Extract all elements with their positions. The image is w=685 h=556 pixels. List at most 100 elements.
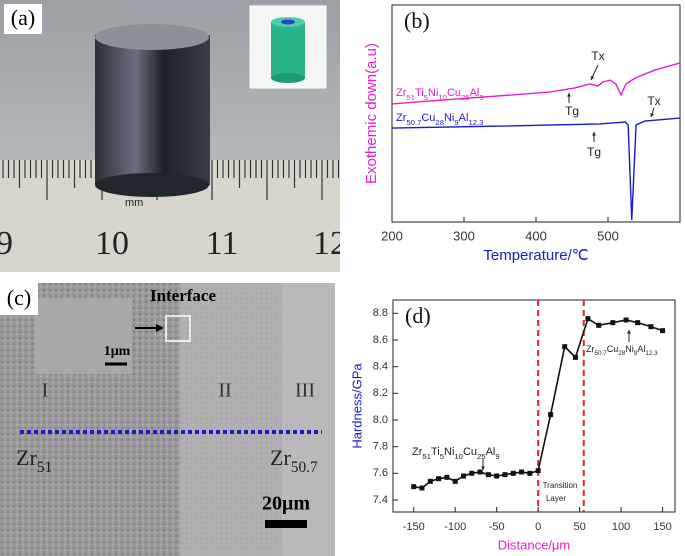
y-tick-label: 7.8 <box>373 441 388 453</box>
subscript: 28 <box>435 118 444 127</box>
y-axis-label: Hardness/GPa <box>349 363 364 449</box>
x-tick-label: 400 <box>525 228 547 243</box>
subscript: 5 <box>440 452 444 461</box>
sem-region-iii <box>282 283 335 556</box>
y-tick-label: 8.8 <box>373 307 388 319</box>
text-part: Cu <box>463 446 477 458</box>
y-tick-label: 8.2 <box>373 387 388 399</box>
photo-panel: (a) 9 mm 10 11 12 <box>0 0 347 272</box>
interface-title: Interface <box>150 286 217 305</box>
point-marker <box>469 470 475 476</box>
subscript: 5 <box>424 93 428 102</box>
arrowhead <box>481 466 485 470</box>
point-marker <box>427 478 433 484</box>
text-part: Zr <box>396 87 407 99</box>
point-marker <box>452 478 458 484</box>
text-part: Ni <box>444 446 454 458</box>
annotation: Tg <box>587 145 601 159</box>
region-label: III <box>295 380 315 402</box>
text-part: Ti <box>431 446 440 458</box>
subscript: 50.7 <box>291 459 318 476</box>
subscript: 12.3 <box>468 118 483 127</box>
subscript: 50.7 <box>406 118 421 127</box>
point-marker <box>461 473 466 479</box>
scale-label: 20μm <box>262 493 310 515</box>
point-marker <box>444 474 450 480</box>
x-tick-label: 300 <box>453 228 475 243</box>
text-part: Cu <box>607 344 619 354</box>
scale-bar <box>265 520 307 528</box>
point-marker <box>660 328 666 334</box>
text-part: Zr <box>412 446 423 458</box>
text-part: Al <box>459 112 469 124</box>
arrowhead <box>567 93 571 97</box>
x-axis-label: Temperature/℃ <box>483 247 588 264</box>
ruler-label: 12 <box>313 225 347 262</box>
inset-cylinder <box>271 22 305 78</box>
ruler-label: 11 <box>206 225 239 262</box>
y-tick-label: 8.0 <box>373 414 388 426</box>
series-line <box>391 62 681 105</box>
label-box <box>4 4 42 34</box>
region-label: II <box>218 380 231 402</box>
text-part: Zr <box>270 445 291 470</box>
text-part: Al <box>470 87 480 99</box>
series-label: Zr50.7Cu28Ni9Al12.3 <box>396 112 483 127</box>
subscript: 10 <box>454 452 463 461</box>
annotation: Tg <box>565 104 579 118</box>
point-marker <box>510 470 516 476</box>
point-marker <box>419 485 425 491</box>
region-label: I <box>42 380 49 402</box>
point-marker <box>548 412 554 418</box>
panel-label: (a) <box>11 5 35 30</box>
annotation: Transition <box>543 481 578 490</box>
x-tick-label: -150 <box>403 521 425 533</box>
y-axis-label: Exothemic down(a.u) <box>363 43 380 184</box>
cylinder-body <box>95 35 210 185</box>
text-part: Ni <box>625 344 634 354</box>
text-part: Zr <box>586 344 595 354</box>
plot-frame <box>392 299 676 513</box>
annotation: Layer <box>546 494 566 503</box>
subscript: 25 <box>477 452 486 461</box>
subscript: 9 <box>495 452 499 461</box>
x-tick-label: 500 <box>597 228 619 243</box>
annotation: Zr51Ti5Ni10Cu25Al9 <box>412 446 500 461</box>
subscript: 9 <box>454 118 458 127</box>
point-marker <box>585 316 591 322</box>
x-tick-label: -50 <box>489 521 505 533</box>
point-marker <box>572 354 578 360</box>
panel-label: (b) <box>404 8 430 33</box>
x-tick-label: 150 <box>653 521 671 533</box>
subscript: 28 <box>618 350 626 357</box>
subscript: 12.3 <box>645 350 658 357</box>
point-marker <box>596 322 602 328</box>
x-tick-label: 200 <box>381 228 403 243</box>
x-axis-label: Distance/μm <box>498 537 571 552</box>
text-part: Zr <box>16 445 37 470</box>
point-marker <box>494 473 500 479</box>
text-part: Ti <box>415 87 424 99</box>
point-marker <box>436 476 442 482</box>
y-tick-label: 7.6 <box>373 467 388 479</box>
arrowhead <box>156 324 164 332</box>
x-tick-label: 0 <box>535 521 541 533</box>
text-part: Al <box>486 446 496 458</box>
point-marker <box>527 470 533 476</box>
point-marker <box>610 320 616 326</box>
arrowhead <box>650 113 654 117</box>
arrowhead <box>590 76 595 80</box>
cylinder-bottom <box>95 173 209 197</box>
point-marker <box>648 324 654 330</box>
point-marker <box>535 468 541 474</box>
arrowhead <box>627 330 631 334</box>
ruler-label: 10 <box>95 225 129 262</box>
y-tick-label: 7.4 <box>373 494 388 506</box>
arrowhead <box>592 132 596 136</box>
sem-panel: (c) Interface 1μm I II III Zr51 Zr50.7 2… <box>0 283 335 556</box>
panel-label: (d) <box>405 303 431 328</box>
charts: 200 300 400 500 Temperature/℃ Exothemic down(… <box>349 4 681 552</box>
y-tick-label: 8.6 <box>373 334 388 346</box>
annotation: Tx <box>591 49 604 63</box>
